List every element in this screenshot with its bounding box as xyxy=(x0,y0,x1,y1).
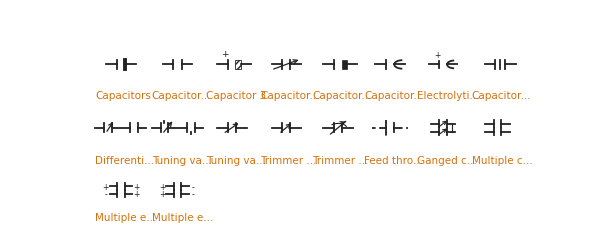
Text: Capacitor 3: Capacitor 3 xyxy=(206,91,266,101)
Text: -: - xyxy=(191,182,194,191)
Text: +: + xyxy=(222,50,229,59)
Text: -: - xyxy=(105,190,107,199)
Text: +: + xyxy=(160,182,166,191)
Text: Capacitor...: Capacitor... xyxy=(312,91,371,101)
Text: Electrolyti...: Electrolyti... xyxy=(417,91,479,101)
Text: +: + xyxy=(103,182,109,191)
Text: Multiple c...: Multiple c... xyxy=(471,155,532,165)
Text: Capacitors: Capacitors xyxy=(95,91,151,101)
Text: Tuning va...: Tuning va... xyxy=(152,155,212,165)
Text: Multiple e...: Multiple e... xyxy=(95,212,157,222)
Text: +: + xyxy=(434,51,440,60)
Text: Tuning va...: Tuning va... xyxy=(206,155,266,165)
Text: +: + xyxy=(160,190,166,199)
Text: Capacitor...: Capacitor... xyxy=(471,91,531,101)
Text: +: + xyxy=(133,182,139,191)
Text: Trimmer ...: Trimmer ... xyxy=(312,155,368,165)
Text: Capacitor...: Capacitor... xyxy=(152,91,211,101)
Text: Differenti...: Differenti... xyxy=(95,155,154,165)
Text: Capacitor...: Capacitor... xyxy=(260,91,320,101)
Text: Capacitor...: Capacitor... xyxy=(364,91,423,101)
Bar xyxy=(235,61,241,70)
Text: -: - xyxy=(191,190,194,199)
Text: +: + xyxy=(133,190,139,199)
Text: Multiple e...: Multiple e... xyxy=(152,212,213,222)
Text: Trimmer ...: Trimmer ... xyxy=(260,155,317,165)
Bar xyxy=(342,61,347,70)
Text: Feed thro...: Feed thro... xyxy=(364,155,423,165)
Text: Ganged c...: Ganged c... xyxy=(417,155,477,165)
